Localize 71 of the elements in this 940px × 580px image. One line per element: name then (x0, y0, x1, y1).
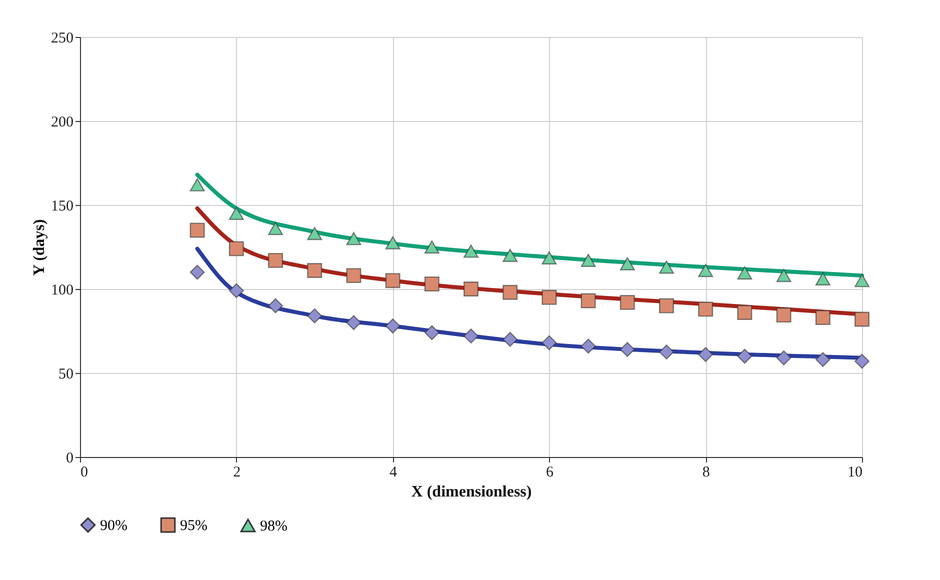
x-tick-label: 4 (390, 464, 398, 480)
point (737, 305, 752, 320)
point (190, 178, 205, 192)
point (737, 348, 752, 364)
y-tick-label: 0 (66, 450, 74, 466)
point (815, 310, 830, 326)
point (776, 268, 792, 282)
y-tick-label: 100 (51, 282, 74, 298)
point (659, 298, 674, 314)
point (464, 282, 478, 296)
legend-label: 90% (100, 518, 128, 534)
point (854, 274, 870, 288)
point (580, 254, 596, 268)
y-tick-label: 50 (58, 366, 74, 382)
point (228, 283, 244, 298)
point (190, 222, 205, 238)
point (698, 264, 714, 278)
point (698, 347, 714, 362)
point (580, 293, 596, 308)
point (659, 260, 674, 274)
point (424, 240, 440, 254)
point (385, 318, 400, 334)
point (659, 344, 674, 360)
point (268, 298, 283, 314)
point (228, 241, 244, 256)
x-axis-title: X (dimensionless) (411, 484, 532, 500)
point (620, 257, 635, 270)
y-axis-title: Y (days) (31, 219, 48, 276)
point (776, 308, 792, 323)
point (542, 335, 557, 350)
point (502, 284, 518, 300)
point (464, 244, 478, 258)
point (307, 226, 322, 240)
y-tick-label: 150 (51, 198, 74, 214)
y-tick-label: 200 (51, 114, 74, 130)
point (502, 332, 518, 347)
x-tick-label: 6 (546, 464, 554, 480)
point (542, 251, 557, 264)
point (776, 350, 792, 366)
legend-label: 98% (260, 518, 288, 535)
point (620, 342, 635, 357)
point (698, 302, 714, 317)
point (190, 264, 205, 280)
point (268, 252, 283, 268)
point (815, 272, 830, 286)
point (464, 328, 478, 344)
point (346, 232, 362, 246)
x-tick-label: 10 (848, 464, 862, 480)
point (542, 290, 557, 305)
point (737, 266, 752, 280)
point (620, 294, 635, 310)
point (424, 325, 440, 340)
point (346, 315, 362, 330)
point (424, 276, 440, 292)
point (307, 263, 322, 278)
point (385, 236, 400, 250)
x-tick-label: 8 (702, 464, 710, 480)
x-tick-label: 0 (80, 464, 88, 480)
point (268, 222, 283, 236)
point (580, 338, 596, 354)
point (307, 308, 322, 324)
point (346, 268, 362, 284)
point (854, 354, 870, 369)
point (228, 206, 244, 220)
point (502, 248, 518, 262)
y-tick-label: 250 (51, 30, 74, 46)
point (815, 352, 830, 368)
legend-label: 95% (180, 518, 208, 534)
point (385, 273, 400, 288)
point (854, 312, 870, 327)
x-tick-label: 2 (233, 464, 241, 480)
